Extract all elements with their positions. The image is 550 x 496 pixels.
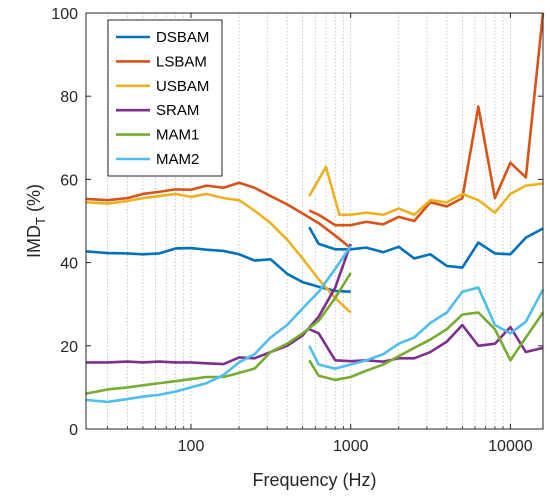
series-line-lsbam: [308, 12, 545, 227]
y-tick-label: 80: [60, 89, 78, 106]
y-tick-label: 0: [69, 422, 78, 439]
series-line-dsbam: [308, 226, 544, 269]
y-axis-title: IMDT (%): [24, 184, 48, 258]
x-tick-label: 10000: [488, 438, 533, 455]
y-tick-label: 60: [60, 172, 78, 189]
ticks: 100 1000 10000 0 20 40 60 80 100: [51, 6, 543, 455]
legend: DSBAM LSBAM USBAM SRAM MAM1 MAM2: [107, 19, 223, 177]
y-tick-label: 40: [60, 256, 78, 273]
legend-label-mam2: MAM2: [156, 151, 199, 168]
legend-label-usbam: USBAM: [156, 78, 209, 95]
series-line-mam1: [308, 311, 545, 382]
legend-box: [107, 19, 223, 177]
series-line-mam2: [85, 245, 352, 404]
legend-label-sram: SRAM: [156, 102, 199, 119]
x-tick-label: 1000: [333, 438, 369, 455]
series-line-mam2: [308, 286, 545, 370]
x-axis-title: Frequency (Hz): [252, 470, 376, 490]
series-layer: [85, 12, 545, 404]
y-axis-title-unit: (%): [24, 184, 44, 217]
y-tick-label: 20: [60, 339, 78, 356]
legend-label-dsbam: DSBAM: [156, 29, 209, 46]
y-axis-title-subscript: T: [33, 217, 48, 225]
series-line-mam1: [85, 272, 352, 395]
series-line-usbam: [85, 192, 352, 314]
x-tick-label: 100: [178, 438, 205, 455]
y-tick-label: 100: [51, 6, 78, 23]
legend-label-lsbam: LSBAM: [156, 53, 207, 70]
plot-frame: [85, 12, 544, 430]
series-line-sram: [308, 323, 544, 363]
series-line-lsbam: [85, 181, 352, 250]
series-line-dsbam: [85, 246, 351, 294]
y-axis-title-main: IMD: [24, 225, 44, 258]
series-line-usbam: [308, 165, 544, 217]
legend-label-mam1: MAM1: [156, 127, 199, 144]
